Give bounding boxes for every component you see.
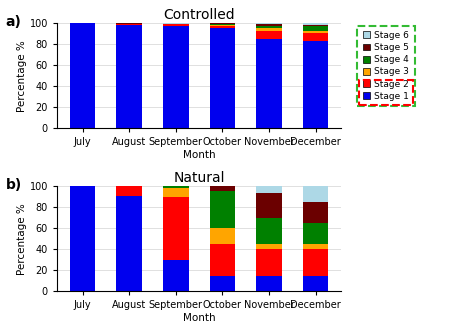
Bar	[210, 28, 235, 128]
Text: a): a)	[6, 15, 21, 29]
Bar	[210, 25, 235, 26]
Bar	[303, 23, 328, 25]
Title: Controlled: Controlled	[163, 8, 235, 22]
Bar	[303, 26, 328, 30]
Bar	[163, 24, 189, 26]
Bar	[163, 197, 189, 260]
Title: Natural: Natural	[173, 171, 225, 185]
Bar	[256, 30, 282, 39]
Bar	[210, 26, 235, 28]
Bar	[70, 23, 95, 128]
Bar	[117, 25, 142, 128]
Bar	[117, 24, 142, 25]
Bar	[303, 244, 328, 249]
Bar	[210, 244, 235, 275]
Bar	[256, 28, 282, 30]
Y-axis label: Percentage %: Percentage %	[17, 203, 27, 275]
Bar	[256, 275, 282, 291]
Y-axis label: Percentage %: Percentage %	[17, 40, 27, 112]
Bar	[256, 218, 282, 244]
Bar	[303, 202, 328, 223]
Bar	[210, 228, 235, 244]
Bar	[303, 223, 328, 244]
Bar	[163, 23, 189, 24]
Bar	[210, 186, 235, 191]
Bar	[163, 188, 189, 197]
Bar	[256, 244, 282, 249]
Bar	[256, 194, 282, 218]
Bar	[303, 25, 328, 26]
Bar	[163, 186, 189, 188]
Bar	[256, 186, 282, 194]
X-axis label: Month: Month	[183, 313, 215, 323]
Bar	[303, 41, 328, 128]
Bar	[117, 196, 142, 291]
Bar	[256, 24, 282, 26]
Bar	[210, 24, 235, 25]
Bar	[256, 249, 282, 275]
Bar	[256, 39, 282, 128]
Bar	[303, 275, 328, 291]
Bar	[163, 260, 189, 291]
Bar	[117, 186, 142, 196]
Bar	[210, 191, 235, 228]
Bar	[303, 33, 328, 41]
Bar	[303, 186, 328, 202]
Bar	[117, 23, 142, 24]
Bar	[256, 26, 282, 28]
Bar	[210, 275, 235, 291]
Text: b): b)	[6, 178, 22, 192]
Bar	[303, 30, 328, 33]
Legend: Stage 6, Stage 5, Stage 4, Stage 3, Stage 2, Stage 1: Stage 6, Stage 5, Stage 4, Stage 3, Stag…	[357, 25, 415, 106]
Bar	[210, 23, 235, 24]
Bar	[163, 26, 189, 128]
Bar	[70, 186, 95, 291]
X-axis label: Month: Month	[183, 150, 215, 160]
Bar	[303, 249, 328, 275]
Bar	[256, 23, 282, 24]
